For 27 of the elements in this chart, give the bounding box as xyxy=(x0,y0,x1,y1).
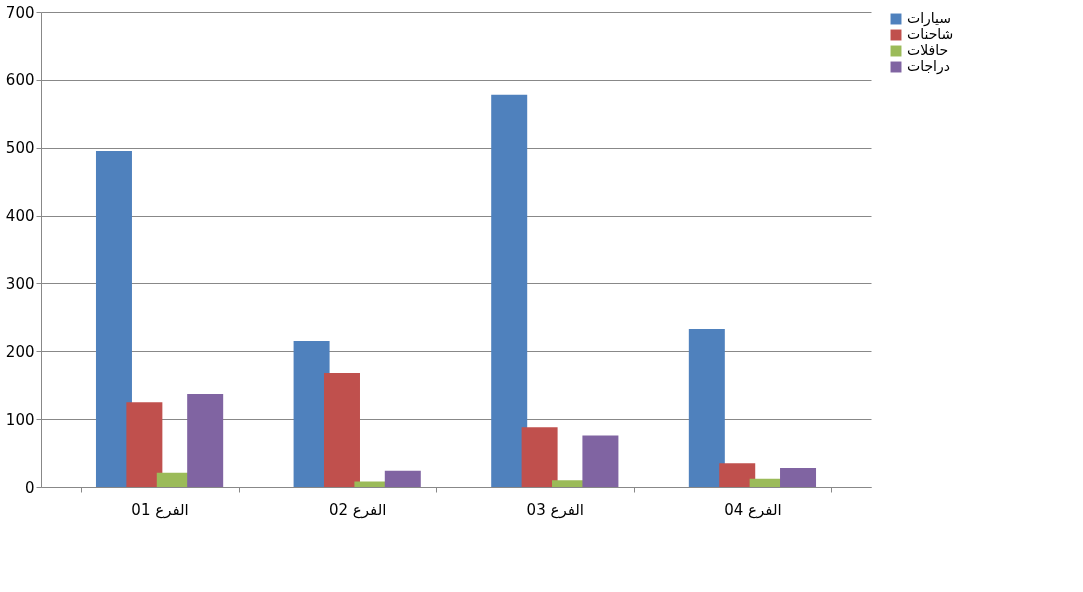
bar xyxy=(95,151,132,487)
bar xyxy=(780,468,817,487)
bar xyxy=(688,328,725,487)
bar xyxy=(323,373,360,487)
legend-label: دراجات xyxy=(907,58,950,75)
y-tick-label: 500 xyxy=(5,139,35,158)
bar xyxy=(521,427,558,487)
bar xyxy=(187,394,224,487)
bar xyxy=(384,470,421,487)
legend-label: حافلات xyxy=(907,42,949,58)
y-tick-label: 300 xyxy=(5,274,35,293)
bar xyxy=(491,94,528,487)
legend-label: شاحنات xyxy=(907,26,954,42)
x-tick-label: الفرع 03 xyxy=(526,500,585,519)
bar xyxy=(126,402,163,487)
y-tick-label: 100 xyxy=(5,410,35,429)
x-tick-label: الفرع 04 xyxy=(724,500,782,519)
legend-label: سيارات xyxy=(907,10,952,27)
y-tick-label: 0 xyxy=(24,478,35,497)
x-tick-label: الفرع 02 xyxy=(328,500,387,519)
y-tick-label: 600 xyxy=(5,71,35,90)
bar xyxy=(582,435,619,487)
y-tick-label: 400 xyxy=(5,207,35,226)
bar xyxy=(719,463,756,487)
y-tick-label: 700 xyxy=(5,3,35,22)
x-tick-label: الفرع 01 xyxy=(131,500,189,519)
y-tick-label: 200 xyxy=(5,342,35,361)
